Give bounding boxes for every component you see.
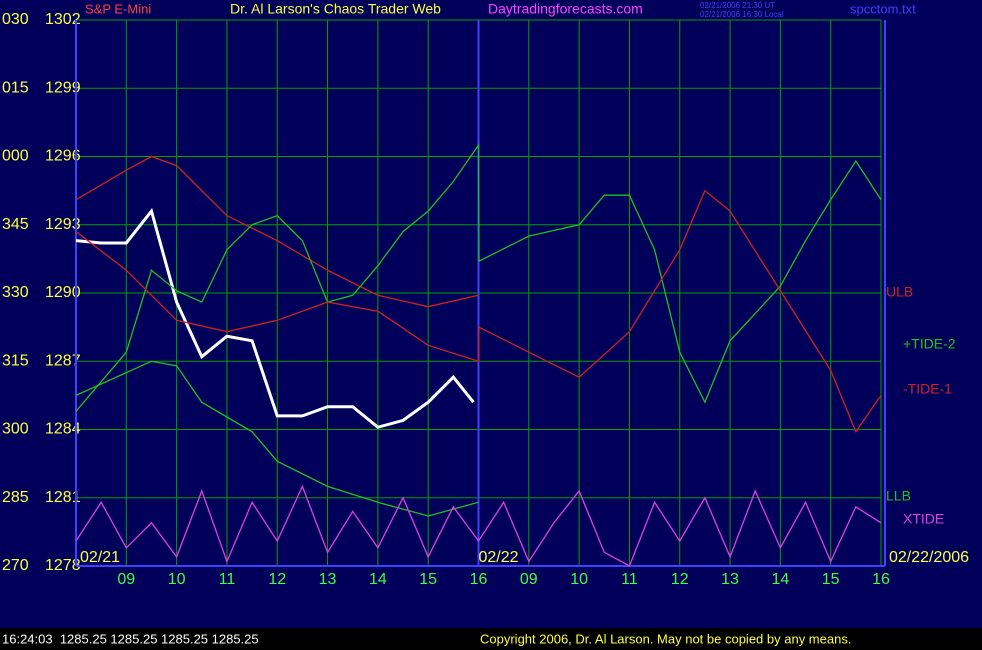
y-tick-label: 1287 xyxy=(45,352,81,369)
angle-label: 315 xyxy=(2,352,29,369)
angle-label: 270 xyxy=(2,557,29,574)
angle-label: 330 xyxy=(2,284,29,301)
y-tick-label: 1290 xyxy=(45,284,81,301)
x-tick-label: 14 xyxy=(369,571,387,588)
angle-label: 000 xyxy=(2,148,29,165)
copyright: Copyright 2006, Dr. Al Larson. May not b… xyxy=(480,631,851,646)
angle-label: 285 xyxy=(2,489,29,506)
series-line xyxy=(75,207,475,429)
angle-label: 300 xyxy=(2,421,29,438)
x-tick-label: 12 xyxy=(671,571,689,588)
y-tick-label: 1293 xyxy=(45,216,81,233)
angle-label: 030 xyxy=(2,11,29,28)
series-line xyxy=(75,189,882,434)
date-label: 02/22/2006 xyxy=(889,549,969,566)
legend-label: LLB xyxy=(886,488,911,504)
y-tick-label: 1296 xyxy=(45,148,81,165)
x-tick-label: 16 xyxy=(470,571,488,588)
y-tick-label: 1299 xyxy=(45,79,81,96)
symbol: S&P E-Mini xyxy=(85,1,151,16)
x-tick-label: 13 xyxy=(721,571,739,588)
x-tick-label: 09 xyxy=(117,571,135,588)
legend-label: ULB xyxy=(886,284,913,300)
y-tick-label: 1281 xyxy=(45,489,81,506)
x-tick-label: 13 xyxy=(319,571,337,588)
status-bar xyxy=(0,628,982,650)
legend-label: +TIDE-2 xyxy=(903,336,956,352)
legend-label: -TIDE-1 xyxy=(903,381,952,397)
site: Daytradingforecasts.com xyxy=(488,1,643,17)
x-tick-label: 15 xyxy=(419,571,437,588)
date-label: 02/21 xyxy=(80,549,120,566)
x-tick-label: 10 xyxy=(570,571,588,588)
x-tick-label: 11 xyxy=(621,571,638,588)
angle-label: 015 xyxy=(2,79,29,96)
x-tick-label: 16 xyxy=(872,571,890,588)
x-tick-label: 09 xyxy=(520,571,538,588)
timestamp-ut: 02/21/2006 21:30 UT xyxy=(700,1,775,10)
series-line xyxy=(75,143,882,412)
x-tick-label: 15 xyxy=(822,571,840,588)
quote: 16:24:03 1285.25 1285.25 1285.25 1285.25 xyxy=(2,631,259,646)
x-tick-label: 11 xyxy=(219,571,236,588)
series-line xyxy=(75,484,882,567)
date-label: 02/22 xyxy=(479,549,519,566)
y-tick-label: 1278 xyxy=(45,557,81,574)
file-name: spcctom.txt xyxy=(850,1,916,16)
y-tick-label: 1284 xyxy=(45,421,81,438)
x-tick-label: 12 xyxy=(268,571,286,588)
timestamp-local: 02/21/2006 16:30 Local xyxy=(700,10,784,19)
x-tick-label: 10 xyxy=(168,571,186,588)
series-line xyxy=(75,360,479,517)
legend-label: XTIDE xyxy=(903,511,944,527)
angle-label: 345 xyxy=(2,216,29,233)
y-tick-label: 1302 xyxy=(45,11,81,28)
x-tick-label: 14 xyxy=(771,571,789,588)
chart-title: Dr. Al Larson's Chaos Trader Web xyxy=(230,1,441,17)
series-line xyxy=(75,155,479,308)
